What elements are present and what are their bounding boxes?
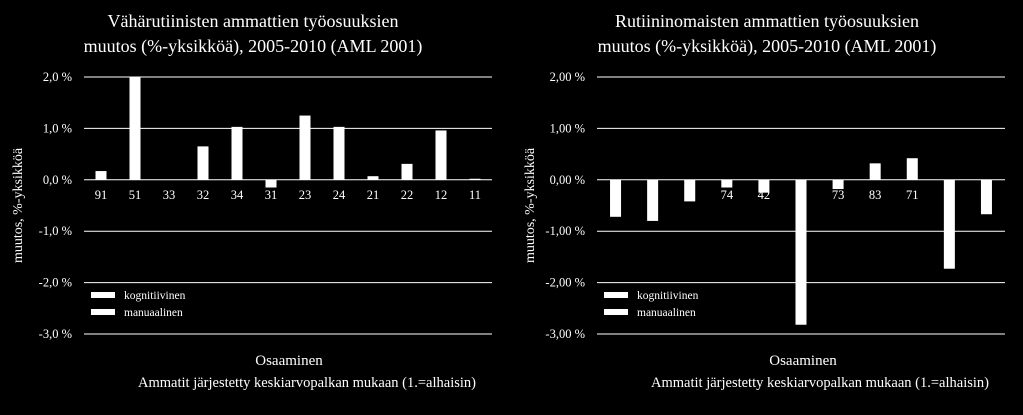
legend-swatch — [604, 292, 628, 298]
bar — [333, 126, 345, 180]
bar — [469, 178, 481, 180]
bar — [758, 179, 770, 193]
bar — [647, 179, 659, 221]
bar — [299, 115, 311, 180]
y-tick-label: 1,00 % — [550, 121, 585, 135]
legend-label: kognitiivinen — [637, 290, 699, 302]
y-tick-label: 0,00 % — [550, 173, 585, 187]
bar — [197, 146, 209, 180]
legend: kognitiivinen manuaalinen — [604, 290, 699, 319]
x-category-label: 32 — [197, 188, 210, 202]
x-axis-sublabel: Ammatit järjestetty keskiarvopalkan muka… — [138, 375, 476, 391]
x-category-label: 21 — [367, 188, 380, 202]
legend-label: kognitiivinen — [124, 290, 186, 302]
bar — [832, 179, 844, 190]
x-axis-sublabel: Ammatit järjestetty keskiarvopalkan muka… — [651, 375, 989, 391]
chart-title-line: muutos (%-yksikköä), 2005-2010 (AML 2001… — [598, 36, 937, 57]
y-tick-label: -1,00 % — [545, 224, 585, 238]
bar — [231, 126, 243, 180]
chart-title-line: Vähärutiinisten ammattien työosuuksien — [108, 11, 399, 31]
x-category-label: 24 — [333, 188, 346, 202]
chart-title-line: muutos (%-yksikköä), 2005-2010 (AML 2001… — [84, 36, 423, 57]
x-category-label: 23 — [299, 188, 312, 202]
legend-label: manuaalinen — [637, 307, 696, 319]
x-category-label: 83 — [869, 188, 882, 202]
x-category-label: 22 — [401, 188, 414, 202]
bar — [435, 130, 447, 180]
y-tick-label: -2,0 % — [39, 276, 72, 290]
y-tick-label: 2,00 % — [550, 70, 585, 84]
y-tick-label: 0,0 % — [43, 173, 72, 187]
bar — [869, 163, 881, 180]
chart-title-line: Rutiininomaisten ammattien työosuuksien — [615, 11, 919, 31]
bar — [401, 163, 413, 180]
bar — [265, 179, 277, 188]
bar — [795, 179, 807, 325]
legend-swatch — [91, 292, 115, 298]
x-category-label: 31 — [265, 188, 278, 202]
y-tick-label: -1,0 % — [39, 224, 72, 238]
y-axis-label: muutos, %-yksikköä — [11, 147, 26, 263]
x-category-label: 34 — [231, 188, 244, 202]
x-category-label: 74 — [721, 188, 734, 202]
y-tick-label: -3,0 % — [39, 327, 72, 341]
legend-swatch — [604, 309, 628, 315]
y-tick-label: 2,0 % — [43, 70, 72, 84]
y-tick-label: 1,0 % — [43, 121, 72, 135]
bar — [610, 179, 622, 217]
bar — [95, 171, 107, 180]
x-category-label: 91 — [95, 188, 108, 202]
chart-panel-left: Vähärutiinisten ammattien työosuuksien mu… — [11, 11, 492, 391]
bar — [129, 77, 141, 180]
x-axis-label: Osaaminen — [769, 353, 837, 369]
bar — [980, 179, 992, 215]
x-category-label: 51 — [129, 188, 142, 202]
x-category-label: 42 — [758, 188, 771, 202]
y-tick-label: -3,00 % — [545, 327, 585, 341]
legend: kognitiivinen manuaalinen — [91, 290, 186, 319]
bar — [721, 179, 733, 188]
bar — [906, 158, 918, 180]
legend-label: manuaalinen — [124, 307, 183, 319]
x-category-label: 33 — [163, 188, 176, 202]
x-category-label: 11 — [469, 188, 481, 202]
x-category-label: 12 — [435, 188, 448, 202]
legend-swatch — [91, 309, 115, 315]
y-axis-label: muutos, %-yksikköä — [523, 147, 538, 263]
x-category-label: 73 — [832, 188, 845, 202]
y-tick-label: -2,00 % — [545, 276, 585, 290]
bar — [684, 179, 696, 202]
bar — [943, 179, 955, 269]
x-category-label: 71 — [906, 188, 919, 202]
x-axis-label: Osaaminen — [255, 353, 323, 369]
chart-panel-right: Rutiininomaisten ammattien työosuuksien m… — [523, 11, 1005, 391]
bar — [367, 176, 379, 180]
